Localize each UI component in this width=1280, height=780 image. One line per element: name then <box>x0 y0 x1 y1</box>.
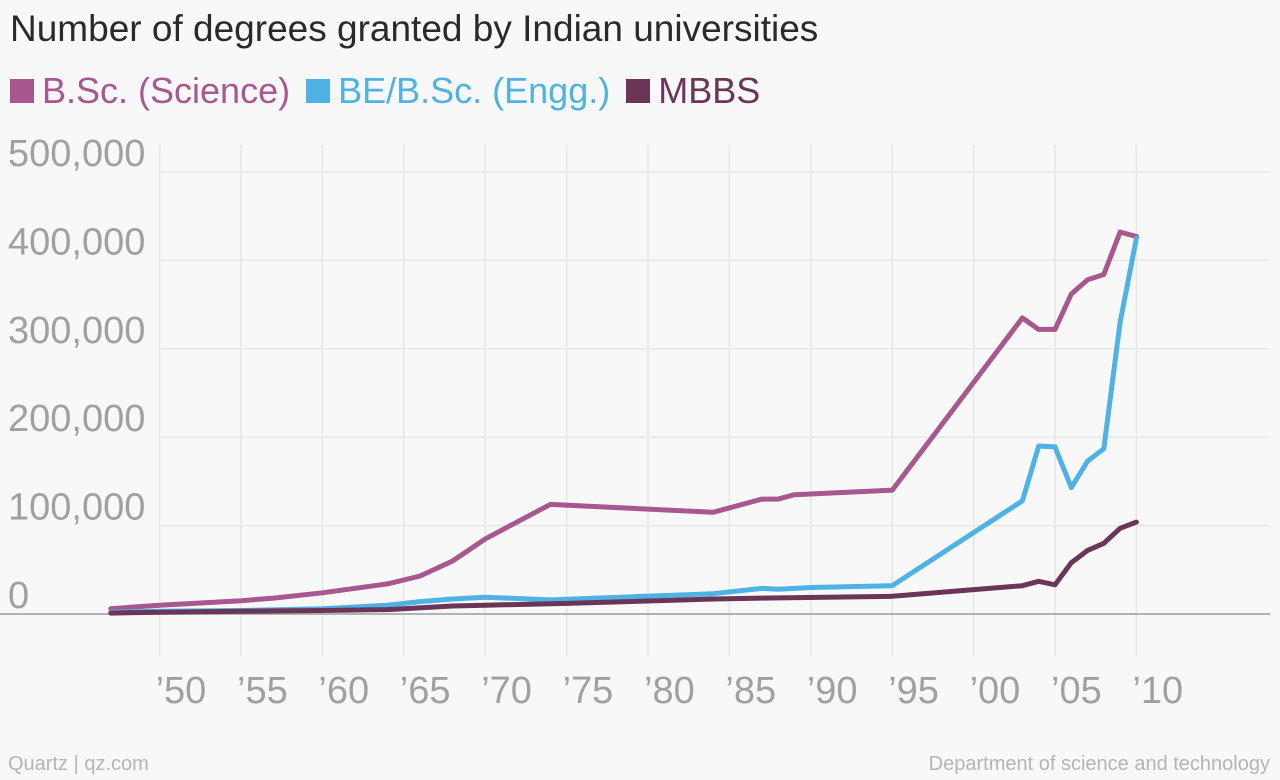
x-tick-label: ’05 <box>1051 670 1102 712</box>
legend-swatch-bsc <box>10 79 34 103</box>
legend-item-bsc: B.Sc. (Science) <box>10 70 290 112</box>
x-tick-label: ’00 <box>970 670 1021 712</box>
chart-title: Number of degrees granted by Indian univ… <box>10 8 819 49</box>
legend-item-mbbs: MBBS <box>626 70 760 112</box>
legend-label-bsc: B.Sc. (Science) <box>42 70 291 111</box>
x-tick-label: ’90 <box>807 670 858 712</box>
legend-item-engg: BE/B.Sc. (Engg.) <box>306 70 610 112</box>
legend-label-mbbs: MBBS <box>658 70 761 111</box>
legend-swatch-engg <box>306 79 331 103</box>
x-tick-label: ’60 <box>318 670 369 712</box>
y-tick-label: 0 <box>8 575 29 617</box>
y-tick-label: 300,000 <box>8 310 145 352</box>
y-tick-label: 100,000 <box>8 487 145 529</box>
x-tick-label: ’75 <box>563 670 614 712</box>
x-tick-label: ’80 <box>644 670 695 712</box>
y-tick-label: 200,000 <box>8 398 145 440</box>
footer-source-right: Department of science and technology <box>928 753 1270 775</box>
x-tick-label: ’50 <box>156 670 207 712</box>
x-tick-label: ’55 <box>237 670 288 712</box>
legend-label-engg: BE/B.Sc. (Engg.) <box>338 70 611 111</box>
legend: B.Sc. (Science) BE/B.Sc. (Engg.) MBBS <box>10 70 776 112</box>
series-line-bsc <box>108 229 1139 612</box>
legend-swatch-mbbs <box>626 79 651 103</box>
footer-source-left: Quartz | qz.com <box>8 753 149 775</box>
y-tick-label: 400,000 <box>8 221 145 263</box>
x-tick-label: ’95 <box>888 670 939 712</box>
x-tick-label: ’85 <box>725 670 776 712</box>
x-tick-label: ’65 <box>400 670 451 712</box>
x-tick-label: ’70 <box>481 670 532 712</box>
series-line-mbbs <box>108 519 1139 616</box>
x-tick-label: ’10 <box>1132 670 1183 712</box>
series-line-engg <box>108 235 1139 615</box>
y-tick-label: 500,000 <box>8 133 145 175</box>
